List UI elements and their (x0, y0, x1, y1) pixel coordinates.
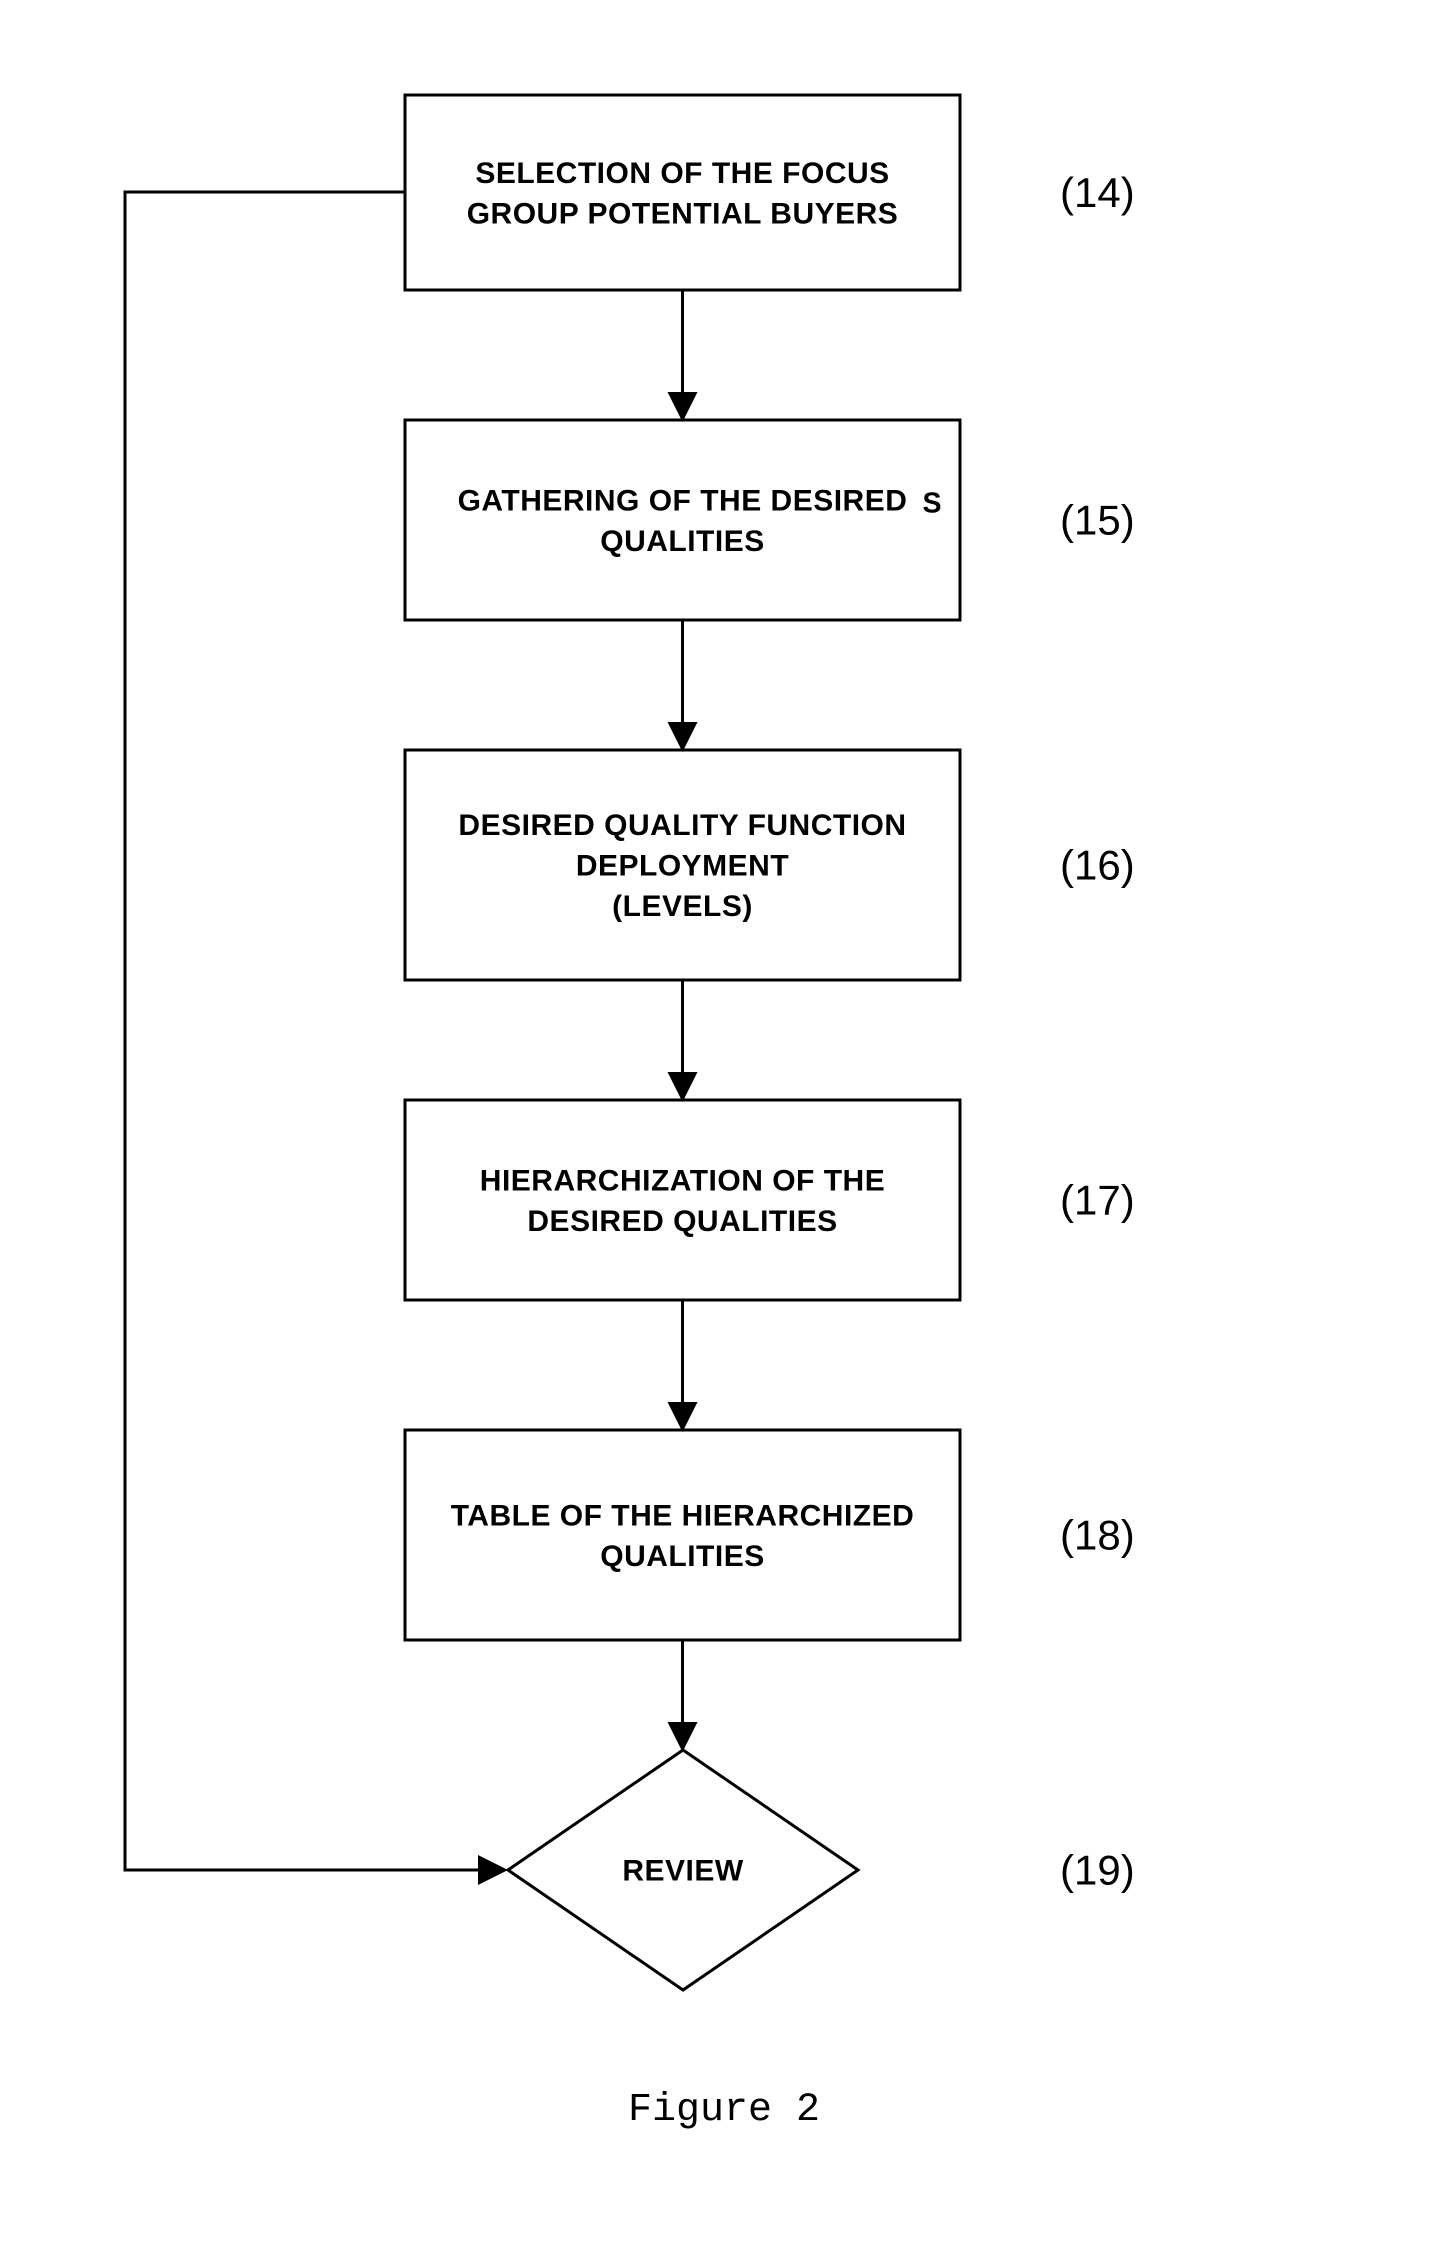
flow-node-text-n16-line0: DESIRED QUALITY FUNCTION (458, 809, 906, 842)
flow-node-n17 (405, 1100, 960, 1300)
figure-caption: Figure 2 (628, 2088, 820, 2133)
flow-node-text-n16-line1: DEPLOYMENT (576, 850, 789, 883)
flow-node-text-n15-line1: QUALITIES (600, 525, 765, 558)
flow-node-n14 (405, 95, 960, 290)
flow-node-text-n16-line2: (LEVELS) (612, 890, 753, 923)
flow-node-label-n17: (17) (1060, 1177, 1135, 1224)
flow-node-text-n18-line1: QUALITIES (600, 1540, 765, 1573)
flow-node-label-n19: (19) (1060, 1847, 1135, 1894)
flow-node-label-n15: (15) (1060, 497, 1135, 544)
flow-node-extra-s-n15: S (922, 487, 942, 519)
flow-node-text-n19: REVIEW (622, 1855, 744, 1888)
flow-node-text-n17-line1: DESIRED QUALITIES (527, 1205, 837, 1238)
flow-node-text-n14-line0: SELECTION OF THE FOCUS (475, 157, 889, 190)
flow-node-text-n17-line0: HIERARCHIZATION OF THE (480, 1164, 885, 1197)
flow-node-label-n16: (16) (1060, 842, 1135, 889)
flow-node-text-n15-line0: GATHERING OF THE DESIRED (458, 484, 908, 517)
flowchart-figure: SELECTION OF THE FOCUS GROUP POTENTIAL BU… (0, 0, 1449, 2262)
flow-node-n15 (405, 420, 960, 620)
flow-node-label-n14: (14) (1060, 169, 1135, 216)
flow-node-label-n18: (18) (1060, 1512, 1135, 1559)
flow-node-n18 (405, 1430, 960, 1640)
flow-node-text-n18-line0: TABLE OF THE HIERARCHIZED (451, 1499, 915, 1532)
flow-node-text-n14-line1: GROUP POTENTIAL BUYERS (467, 197, 899, 230)
